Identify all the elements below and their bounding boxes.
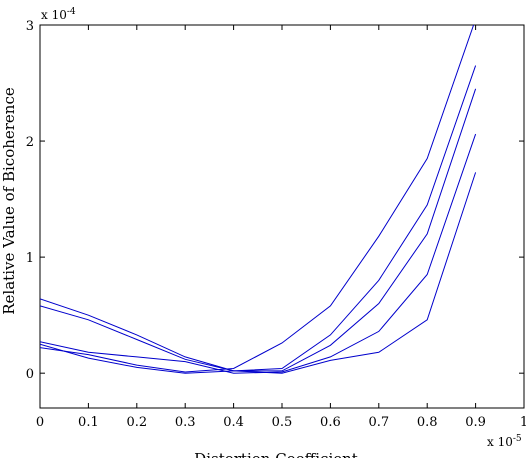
x-axis-ticks: 0 0.1 0.2 0.3 0.4 0.5 0.6 0.7 0.8 0.9 1: [36, 25, 526, 430]
x-exponent-power: -5: [513, 434, 522, 444]
y-axis-label: Relative Value of Bicoherence: [0, 87, 18, 315]
series-line-5: [40, 172, 477, 374]
x-axis-exponent: x 10-5: [487, 434, 522, 449]
y-tick-label: 1: [26, 251, 34, 266]
series-line-3: [40, 88, 477, 372]
x-tick-label: 0.6: [320, 415, 341, 430]
y-tick-label: 3: [26, 19, 34, 34]
x-tick-label: 0.2: [126, 415, 147, 430]
plot-area: [39, 24, 525, 409]
x-tick-label: 0.5: [272, 415, 293, 430]
y-tick-label: 0: [26, 367, 34, 382]
x-tick-label: 1: [520, 415, 526, 430]
y-axis-exponent: x 10-4: [41, 7, 76, 22]
x-tick-label: 0.9: [465, 415, 486, 430]
y-axis-ticks: 0 1 2 3: [26, 19, 524, 382]
x-exponent-base: x 10: [487, 435, 513, 449]
x-tick-label: 0.4: [223, 415, 244, 430]
x-tick-label: 0.1: [78, 415, 99, 430]
x-tick-label: 0.8: [417, 415, 438, 430]
x-tick-label: 0: [36, 415, 44, 430]
x-tick-label: 0.7: [368, 415, 389, 430]
x-tick-label: 0.3: [175, 415, 196, 430]
x-axis-label: Distortion Coefficient: [194, 450, 358, 458]
series-line-2: [40, 65, 477, 372]
y-exponent-power: -4: [67, 7, 76, 17]
series-lines: [40, 25, 477, 374]
series-line-4: [40, 133, 477, 374]
series-line-1: [40, 25, 475, 373]
y-exponent-base: x 10: [41, 8, 67, 22]
y-tick-label: 2: [26, 135, 34, 150]
